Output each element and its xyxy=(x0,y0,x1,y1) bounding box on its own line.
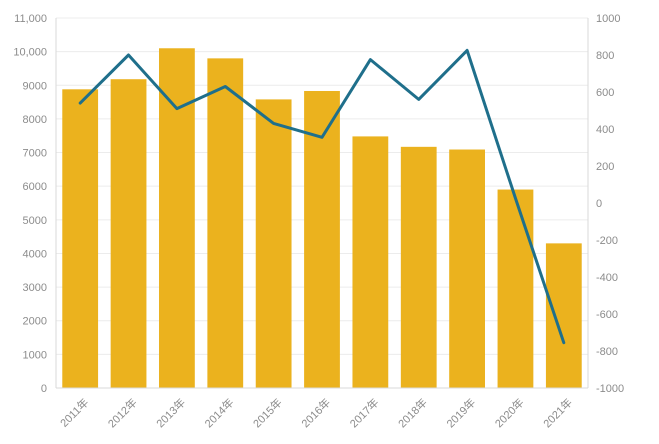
right-axis-ticks: -1000 -800 -600 -400 -200 0 200 400 600 800 1000 xyxy=(596,13,624,395)
x-axis-ticks: 2011年 2012年 2013年 2014年 2015年 2016年 2017年 2018年… xyxy=(57,395,575,430)
left-tick-label: 8000 xyxy=(23,114,47,126)
bar xyxy=(497,189,534,388)
right-tick-label: -1000 xyxy=(596,383,624,395)
x-tick-label: 2016年 xyxy=(298,395,333,430)
left-tick-label: 10,000 xyxy=(13,47,47,59)
line-path xyxy=(78,48,566,345)
x-tick-label: 2013年 xyxy=(153,395,188,430)
x-tick-label: 2020年 xyxy=(492,395,527,430)
right-tick-label: -600 xyxy=(596,309,618,321)
right-tick-label: 200 xyxy=(596,161,614,173)
bar xyxy=(400,146,437,388)
right-tick-label: 1000 xyxy=(596,13,620,25)
left-tick-label: 7000 xyxy=(23,148,47,160)
bar-series xyxy=(62,48,582,389)
left-tick-label: 6000 xyxy=(23,181,47,193)
right-tick-label: 0 xyxy=(596,198,602,210)
right-tick-label: 800 xyxy=(596,50,614,62)
x-tick-label: 2012年 xyxy=(105,395,140,430)
line-series xyxy=(78,48,566,345)
right-tick-label: -400 xyxy=(596,272,618,284)
left-tick-label: 0 xyxy=(41,383,47,395)
left-tick-label: 4000 xyxy=(23,248,47,260)
left-tick-label: 11,000 xyxy=(14,13,47,25)
left-tick-label: 5000 xyxy=(23,215,47,227)
left-tick-label: 3000 xyxy=(23,282,47,294)
x-tick-label: 2011年 xyxy=(57,395,91,429)
x-tick-label: 2015年 xyxy=(250,395,285,430)
bar xyxy=(110,79,147,388)
x-tick-label: 2017年 xyxy=(347,395,382,430)
x-tick-label: 2014年 xyxy=(201,395,236,430)
left-tick-label: 9000 xyxy=(23,80,47,92)
bar xyxy=(207,58,244,388)
x-tick-label: 2021年 xyxy=(540,395,575,430)
right-tick-label: -200 xyxy=(596,235,618,247)
axes xyxy=(55,18,589,389)
x-tick-label: 2018年 xyxy=(395,395,430,430)
bar xyxy=(255,99,292,389)
left-axis-ticks: 0 1000 2000 3000 4000 5000 6000 7000 8000 9000 10,… xyxy=(13,13,47,395)
right-tick-label: 400 xyxy=(596,124,614,136)
bar xyxy=(545,243,582,388)
bar xyxy=(62,89,99,389)
x-tick-label: 2019年 xyxy=(443,395,478,430)
right-tick-label: 600 xyxy=(596,87,614,99)
left-tick-label: 2000 xyxy=(23,316,47,328)
bar xyxy=(449,149,485,388)
bar xyxy=(304,90,340,388)
left-tick-label: 1000 xyxy=(23,349,47,361)
right-tick-label: -800 xyxy=(596,346,618,358)
bar xyxy=(159,48,195,388)
bar xyxy=(352,136,389,388)
